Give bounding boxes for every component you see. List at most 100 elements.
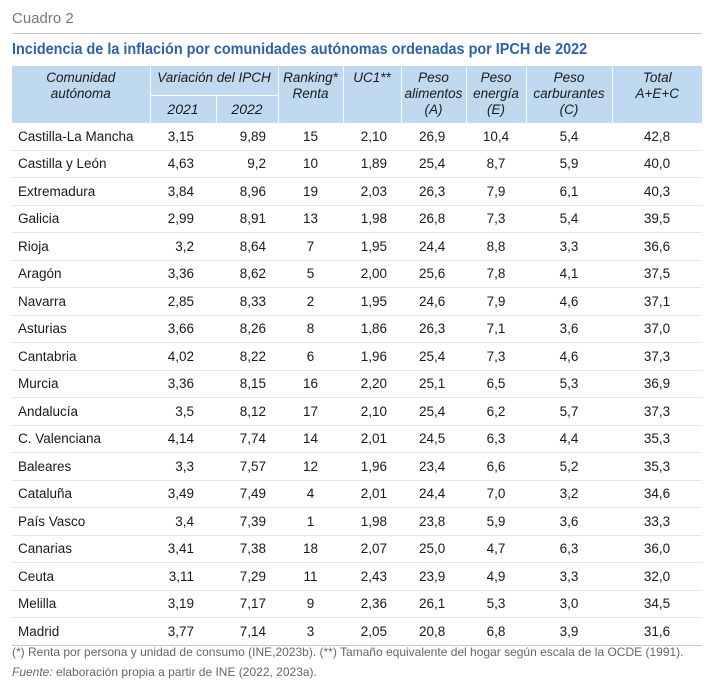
cell-peso-carburantes: 3,3: [526, 562, 612, 591]
header-comunidad: Comunidad autónoma: [12, 66, 150, 123]
cell-peso-energia: 6,6: [466, 452, 526, 481]
header-total-line2: A+E+C: [635, 86, 680, 101]
top-divider: [12, 33, 702, 34]
cell-peso-energia: 8,8: [466, 232, 526, 261]
cell-peso-carburantes: 6,3: [526, 535, 612, 563]
cell-ranking: 11: [278, 562, 343, 591]
header-variacion: Variación del IPCH: [149, 66, 278, 96]
cell-total: 34,5: [612, 590, 702, 618]
cell-ipch-2021: 4,02: [150, 342, 216, 371]
cell-ipch-2022: 8,96: [216, 177, 278, 206]
cell-ipch-2022: 8,33: [216, 287, 278, 316]
cell-ipch-2022: 8,12: [216, 397, 278, 426]
cell-ipch-2022: 8,22: [216, 342, 278, 371]
header-energia-line3: (E): [487, 102, 505, 117]
cell-comunidad: Asturias: [12, 315, 150, 343]
cell-peso-alimentos: 26,1: [401, 590, 466, 618]
cell-peso-energia: 6,2: [466, 397, 526, 426]
cell-ranking: 8: [278, 315, 343, 343]
cell-peso-carburantes: 5,2: [526, 452, 612, 481]
cell-peso-carburantes: 5,9: [526, 150, 612, 178]
cell-peso-carburantes: 5,4: [526, 123, 612, 151]
cell-peso-energia: 7,8: [466, 260, 526, 288]
header-2021: 2021: [149, 95, 216, 123]
cell-uc1: 1,98: [343, 507, 401, 536]
cell-comunidad: Cataluña: [12, 480, 150, 508]
cell-ipch-2021: 3,19: [150, 590, 216, 618]
cell-peso-energia: 6,5: [466, 370, 526, 398]
header-alimentos-line1: Peso: [418, 70, 449, 85]
cell-total: 37,0: [612, 315, 702, 343]
cell-ranking: 17: [278, 397, 343, 426]
cell-ipch-2021: 4,63: [150, 150, 216, 178]
cell-peso-alimentos: 24,5: [401, 425, 466, 453]
table-row: Melilla 3,19 7,17 9 2,36 26,1 5,3 3,0 34,5: [12, 590, 702, 618]
cell-peso-alimentos: 24,4: [401, 232, 466, 261]
source-note: Fuente: elaboración propia a partir de I…: [12, 665, 317, 679]
table-row: Ceuta 3,11 7,29 11 2,43 23,9 4,9 3,3 32,0: [12, 562, 702, 591]
cell-ipch-2022: 7,74: [216, 425, 278, 453]
cell-peso-carburantes: 3,2: [526, 480, 612, 508]
cell-ranking: 18: [278, 535, 343, 563]
cell-comunidad: Madrid: [12, 617, 150, 646]
cell-total: 35,3: [612, 452, 702, 481]
cell-peso-alimentos: 20,8: [401, 617, 466, 646]
header-alimentos-line3: (A): [424, 102, 443, 117]
cell-uc1: 2,01: [343, 480, 401, 508]
cell-ipch-2021: 3,15: [150, 123, 216, 151]
cell-uc1: 2,20: [343, 370, 401, 398]
cell-peso-energia: 7,3: [466, 342, 526, 371]
cell-peso-alimentos: 26,3: [401, 315, 466, 343]
cell-ipch-2022: 8,91: [216, 205, 278, 233]
table-body: Castilla-La Mancha 3,15 9,89 15 2,10 26,9 10,4…: [12, 123, 702, 646]
cell-ipch-2022: 8,62: [216, 260, 278, 288]
cell-peso-alimentos: 23,9: [401, 562, 466, 591]
cell-ipch-2021: 3,36: [150, 370, 216, 398]
cell-ipch-2022: 7,39: [216, 507, 278, 536]
cell-peso-alimentos: 25,6: [401, 260, 466, 288]
cell-comunidad: Castilla y León: [12, 150, 150, 178]
cell-peso-energia: 7,1: [466, 315, 526, 343]
cell-total: 37,5: [612, 260, 702, 288]
cell-peso-alimentos: 23,4: [401, 452, 466, 481]
cell-ipch-2021: 3,4: [150, 507, 216, 536]
cell-ranking: 14: [278, 425, 343, 453]
cell-peso-energia: 5,3: [466, 590, 526, 618]
table-row: Madrid 3,77 7,14 3 2,05 20,8 6,8 3,9 31,6: [12, 617, 702, 646]
cell-comunidad: Ceuta: [12, 562, 150, 591]
cell-total: 39,5: [612, 205, 702, 233]
cell-total: 37,1: [612, 287, 702, 316]
cell-total: 33,3: [612, 507, 702, 536]
header-carburantes-line2: carburantes: [533, 86, 605, 101]
header-carburantes: Peso carburantes (C): [525, 66, 612, 123]
cell-total: 32,0: [612, 562, 702, 591]
table-row: Aragón 3,36 8,62 5 2,00 25,6 7,8 4,1 37,5: [12, 260, 702, 288]
cell-ipch-2021: 3,77: [150, 617, 216, 646]
cell-peso-carburantes: 4,4: [526, 425, 612, 453]
cell-total: 37,3: [612, 397, 702, 426]
table-row: Asturias 3,66 8,26 8 1,86 26,3 7,1 3,6 37,0: [12, 315, 702, 343]
cell-total: 34,6: [612, 480, 702, 508]
cell-ipch-2021: 3,5: [150, 397, 216, 426]
cell-ipch-2021: 3,49: [150, 480, 216, 508]
table-row: Andalucía 3,5 8,12 17 2,10 25,4 6,2 5,7 37,3: [12, 397, 702, 426]
table-row: País Vasco 3,4 7,39 1 1,98 23,8 5,9 3,6 33,3: [12, 507, 702, 536]
cell-ranking: 3: [278, 617, 343, 646]
inflation-table: Comunidad autónoma Variación del IPCH Ra…: [12, 66, 702, 646]
cell-peso-alimentos: 25,4: [401, 397, 466, 426]
cell-total: 40,3: [612, 177, 702, 206]
cell-peso-carburantes: 5,3: [526, 370, 612, 398]
header-ranking: Ranking* Renta: [277, 66, 343, 123]
cell-total: 36,0: [612, 535, 702, 563]
cell-comunidad: País Vasco: [12, 507, 150, 536]
cell-peso-alimentos: 23,8: [401, 507, 466, 536]
cell-ranking: 6: [278, 342, 343, 371]
cell-peso-alimentos: 24,6: [401, 287, 466, 316]
cell-ipch-2021: 2,99: [150, 205, 216, 233]
cell-uc1: 2,43: [343, 562, 401, 591]
cell-comunidad: Andalucía: [12, 397, 150, 426]
cell-comunidad: Melilla: [12, 590, 150, 618]
header-ranking-line1: Ranking*: [283, 70, 338, 85]
cell-ipch-2022: 9,2: [216, 150, 278, 178]
cell-uc1: 2,03: [343, 177, 401, 206]
